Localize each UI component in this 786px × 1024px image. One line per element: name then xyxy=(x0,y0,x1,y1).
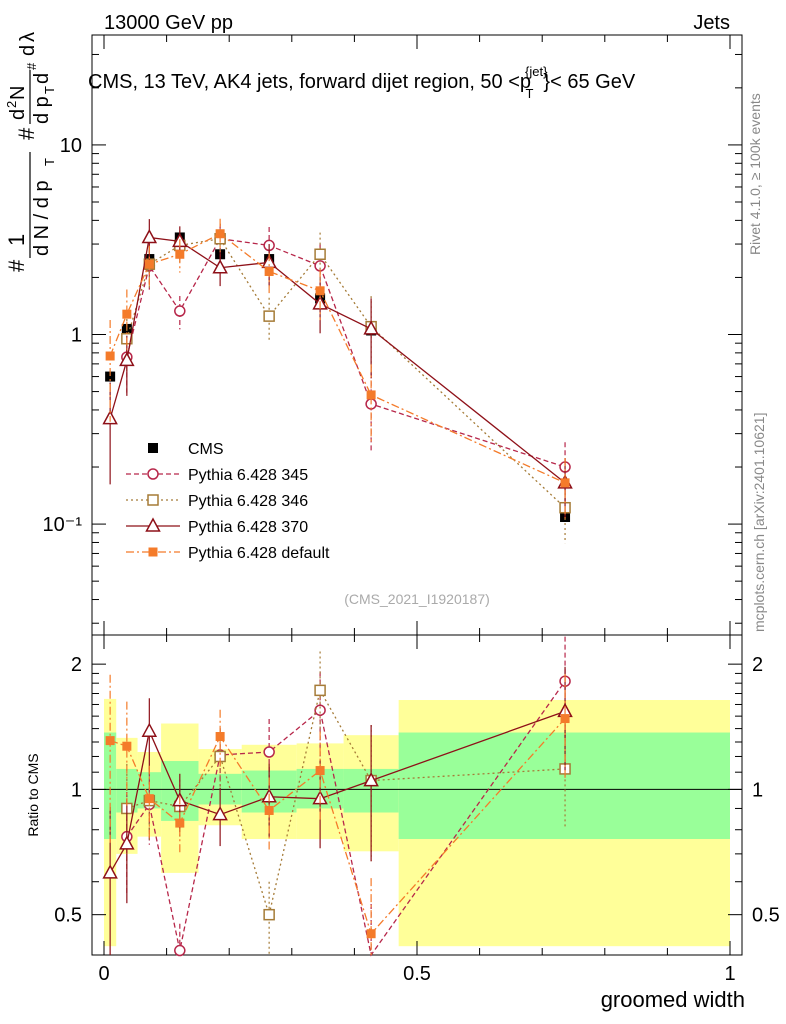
legend-label-p345: Pythia 6.428 345 xyxy=(188,467,308,484)
ratio-point-p346 xyxy=(263,908,275,921)
ratio-band-inner xyxy=(104,732,117,840)
svg-text:1: 1 xyxy=(4,234,29,246)
legend-label-p370: Pythia 6.428 370 xyxy=(188,519,308,536)
analysis-label: (CMS_2021_I1920187) xyxy=(344,591,490,607)
ratio-y-tick-label-right: 2 xyxy=(752,654,763,676)
legend-label-p346: Pythia 6.428 346 xyxy=(188,493,308,510)
main-y-tick-label: 1 xyxy=(71,325,82,347)
ratio-y-axis-label: Ratio to CMS xyxy=(25,753,41,836)
ratio-point-pdef xyxy=(215,732,225,742)
ratio-point-pdef xyxy=(122,741,132,751)
point-p346 xyxy=(263,310,275,322)
ratio-point-pdef xyxy=(560,714,570,724)
legend: CMS Pythia 6.428 345 Pythia 6.428 346 Pythi… xyxy=(126,441,330,562)
rivet-label: Rivet 4.1.0, ≥ 100k events xyxy=(747,93,763,255)
svg-text:λ: λ xyxy=(17,32,39,42)
ratio-point-pdef xyxy=(264,805,274,815)
svg-text:d N / d p: d N / d p xyxy=(31,180,53,256)
ratio-line-p345 xyxy=(126,680,566,957)
legend-marker-pdef xyxy=(148,547,158,557)
legend-label-cms: CMS xyxy=(188,441,224,458)
energy-label: 13000 GeV pp xyxy=(104,12,233,34)
svg-text:d: d xyxy=(7,109,29,120)
svg-text:d: d xyxy=(31,73,53,84)
svg-text:T: T xyxy=(42,86,57,94)
svg-text:d: d xyxy=(17,45,39,56)
series-cms xyxy=(105,232,571,522)
ratio-point-pdef xyxy=(105,736,115,746)
point-p370 xyxy=(141,228,158,244)
main-y-tick-label: 10⁻¹ xyxy=(43,514,83,536)
point-p370 xyxy=(212,259,228,274)
ratio-line-p346 xyxy=(126,688,566,918)
point-pdef xyxy=(315,286,325,296)
ratio-y-tick-label-right: 0.5 xyxy=(752,905,780,927)
title-sup: {jet} xyxy=(525,64,548,79)
x-tick-label: 0.5 xyxy=(403,963,431,985)
ratio-y-tick-label-right: 1 xyxy=(752,779,763,801)
ratio-point-pdef xyxy=(315,766,325,776)
point-pdef xyxy=(560,478,570,488)
legend-marker-p370 xyxy=(145,517,161,532)
svg-text:#: # xyxy=(4,259,29,272)
svg-text:2: 2 xyxy=(4,101,19,108)
svg-text:N: N xyxy=(7,86,29,100)
ratio-point-p370 xyxy=(141,722,158,737)
point-p370 xyxy=(119,351,135,367)
ratio-point-p370 xyxy=(119,835,135,850)
source-label: mcplots.cern.ch [arXiv:2401.10621] xyxy=(751,413,767,632)
point-pdef xyxy=(144,259,154,269)
svg-text:#: # xyxy=(14,127,39,140)
svg-text:T: T xyxy=(42,158,57,166)
point-p345 xyxy=(174,305,186,317)
series-line-p346 xyxy=(126,238,566,509)
point-p346 xyxy=(314,248,326,261)
ratio-band-inner xyxy=(398,732,730,840)
point-pdef xyxy=(175,249,185,259)
svg-text:d p: d p xyxy=(31,96,53,124)
series-line-p370 xyxy=(109,236,566,484)
x-tick-label: 1 xyxy=(724,963,735,985)
title-main: CMS, 13 TeV, AK4 jets, forward dijet reg… xyxy=(88,71,531,93)
point-pdef xyxy=(105,351,115,361)
main-y-axis-label: # 1 d N / d p T # d 2 N d p T d # d λ xyxy=(4,32,57,272)
legend-label-pdef: Pythia 6.428 default xyxy=(188,545,330,562)
ratio-point-p345 xyxy=(174,944,186,957)
x-tick-label: 0 xyxy=(98,963,109,985)
main-y-tick-label: 10 xyxy=(60,135,82,157)
point-p370 xyxy=(363,320,379,335)
ratio-point-p370 xyxy=(363,772,379,787)
process-label: Jets xyxy=(693,12,730,34)
legend-marker-p345 xyxy=(147,468,159,480)
series-pdef xyxy=(105,218,570,955)
legend-marker-cms xyxy=(148,443,158,453)
title-sub: T xyxy=(525,86,533,101)
ratio-point-p370 xyxy=(102,864,118,879)
series-line-p345 xyxy=(126,238,566,468)
ratio-point-p346 xyxy=(314,684,326,697)
title-tail: }< 65 GeV xyxy=(543,71,635,93)
x-axis-label: groomed width xyxy=(601,987,745,1012)
ratio-point-p370 xyxy=(212,806,228,821)
ratio-point-p345 xyxy=(314,704,326,716)
ratio-point-pdef xyxy=(144,794,154,804)
ratio-point-p345 xyxy=(263,746,275,758)
svg-text:#: # xyxy=(24,62,39,70)
point-pdef xyxy=(215,229,225,239)
ratio-y-tick-label: 0.5 xyxy=(54,905,82,927)
legend-marker-p346 xyxy=(147,494,159,506)
point-pdef xyxy=(122,309,132,319)
ratio-point-pdef xyxy=(366,929,376,939)
ratio-y-tick-label: 1 xyxy=(71,779,82,801)
point-pdef xyxy=(366,390,376,400)
series-line-pdef xyxy=(109,232,566,484)
ratio-point-pdef xyxy=(175,818,185,828)
ratio-y-tick-label: 2 xyxy=(71,654,82,676)
point-pdef xyxy=(264,266,274,276)
point-cms xyxy=(105,371,116,382)
plot-title: CMS, 13 TeV, AK4 jets, forward dijet reg… xyxy=(88,64,636,101)
